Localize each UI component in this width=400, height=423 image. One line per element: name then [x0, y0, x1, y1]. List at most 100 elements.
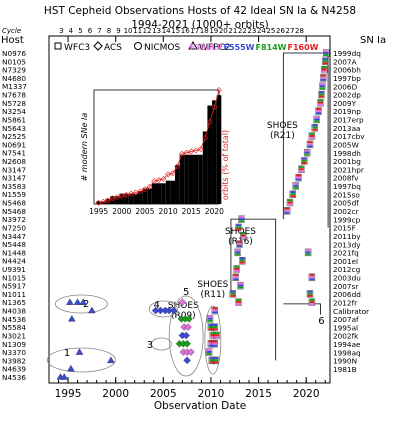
- observation-marker-outline: [320, 74, 327, 82]
- inset-bar: [165, 180, 171, 204]
- observation-marker-wfc3: [318, 91, 324, 94]
- host-label: N1011: [2, 290, 26, 299]
- observation-marker-outline: [213, 331, 220, 340]
- cycle-number: 20: [219, 27, 228, 35]
- x-tick-label: 1995: [55, 388, 82, 400]
- inset-bar: [175, 165, 180, 204]
- inset-orbits-point: [192, 147, 199, 154]
- group-ellipse: [54, 294, 108, 314]
- host-label: N7541: [2, 149, 26, 158]
- host-label: N0105: [2, 57, 26, 66]
- legend-marker-triangle: [188, 40, 198, 50]
- inset-orbits-point: [141, 186, 148, 193]
- legend-label: NICMOS: [144, 43, 181, 53]
- inset-bar: [193, 154, 199, 204]
- group-number: 6: [318, 316, 324, 327]
- observation-marker-outline: [308, 298, 316, 306]
- sn-label: 2006bh: [333, 66, 361, 75]
- sn-label: 1995al: [333, 323, 358, 332]
- observation-marker-wfc3: [314, 120, 320, 123]
- observation-marker-wfc3: [208, 328, 214, 331]
- observation-marker-outline: [211, 340, 218, 348]
- observation-marker-wfc3: [317, 101, 323, 104]
- observation-marker-outline: [234, 248, 241, 257]
- observation-marker-wfc3: [234, 267, 240, 270]
- x-tick-label: 2005: [150, 388, 177, 400]
- observation-marker-wfc3: [236, 299, 242, 302]
- filter-label: F555W: [224, 43, 255, 52]
- inset-orbits-point: [188, 148, 195, 155]
- observation-marker-wfc3: [321, 66, 327, 69]
- observation-marker-wfc3: [309, 134, 315, 137]
- observation-marker-wfc3: [208, 326, 214, 329]
- sn-label: 2015F: [333, 224, 356, 233]
- observation-marker-wfc3: [210, 332, 216, 335]
- sn-label: 2011by: [333, 232, 361, 241]
- observation-marker-outline: [303, 148, 311, 157]
- observation-marker-wfc3: [236, 224, 242, 227]
- observation-marker-wfc3: [240, 236, 246, 239]
- sn-label: 2008fv: [333, 174, 359, 183]
- observation-marker-wfc3: [208, 340, 214, 343]
- sn-label: 2013aa: [333, 124, 361, 133]
- inset-bar: [216, 95, 222, 204]
- observation-marker-outline: [233, 265, 240, 273]
- host-label: N0691: [2, 140, 26, 149]
- sn-label: 1998dh: [333, 149, 361, 158]
- program-label-sub: (R11): [200, 290, 225, 300]
- observation-marker-wfc3: [212, 328, 218, 331]
- observation-marker-wfc3: [316, 107, 322, 110]
- legend-label: WFC3: [64, 43, 90, 53]
- cycle-number: 11: [133, 27, 142, 35]
- inset-bar: [170, 180, 176, 204]
- observation-marker-wfc3: [322, 62, 328, 65]
- observation-marker-wfc3: [309, 301, 315, 304]
- sn-header: SN Ia: [360, 35, 386, 46]
- inset-orbits-point: [197, 146, 204, 153]
- observation-marker-wfc3: [309, 274, 315, 277]
- observation-marker-wfc3: [208, 323, 214, 326]
- cycle-number: 9: [116, 27, 120, 35]
- observation-marker-wfc3: [212, 307, 218, 310]
- inset-orbits-point: [183, 149, 190, 156]
- observation-marker-wfc3: [290, 193, 296, 196]
- observation-marker-wfc3: [206, 348, 212, 351]
- observation-marker-wfc3: [237, 284, 243, 287]
- observation-marker-wfc3: [236, 226, 242, 229]
- observation-marker-outline: [211, 306, 218, 315]
- host-label: N5448: [2, 240, 26, 249]
- cycle-label: Cycle: [2, 27, 21, 35]
- sn-label: 2007A: [333, 57, 357, 66]
- observation-marker-wfc3: [296, 176, 302, 179]
- host-label: N3370: [2, 348, 26, 357]
- inset-orbits-point: [160, 175, 167, 182]
- inset-orbits-point: [211, 104, 218, 111]
- host-label: N4639: [2, 365, 26, 374]
- observation-marker-wfc3: [290, 195, 296, 198]
- observation-marker-wfc3: [239, 257, 245, 260]
- observation-marker-wfc3: [207, 315, 213, 318]
- observation-marker-wfc3: [238, 215, 244, 218]
- observation-marker-wfc3: [212, 309, 218, 312]
- observation-marker-acs: [187, 348, 195, 356]
- cycle-number: 13: [152, 27, 161, 35]
- inset-bar: [151, 183, 157, 204]
- host-label: N4536: [2, 315, 26, 324]
- x-axis-label: Observation Date: [154, 400, 246, 412]
- observation-marker-wfc3: [314, 118, 320, 121]
- observation-marker-wfc3: [287, 199, 293, 202]
- inset-orbits-point: [100, 198, 107, 205]
- inset-bar: [212, 100, 217, 204]
- inset-orbits-point: [155, 177, 162, 184]
- inset-bar: [207, 105, 213, 204]
- sn-label: 2003du: [333, 274, 361, 283]
- observation-marker-wfc3: [230, 290, 236, 293]
- observation-marker-wfc3: [307, 292, 313, 295]
- group-ellipse: [204, 305, 222, 375]
- inset-orbits-point: [174, 163, 181, 170]
- observation-marker-outline: [308, 132, 316, 140]
- observation-marker-wfc3: [318, 93, 324, 96]
- observation-marker-wfc3: [212, 323, 218, 326]
- sn-label: 2015so: [333, 190, 360, 199]
- cycle-number: 12: [143, 27, 152, 35]
